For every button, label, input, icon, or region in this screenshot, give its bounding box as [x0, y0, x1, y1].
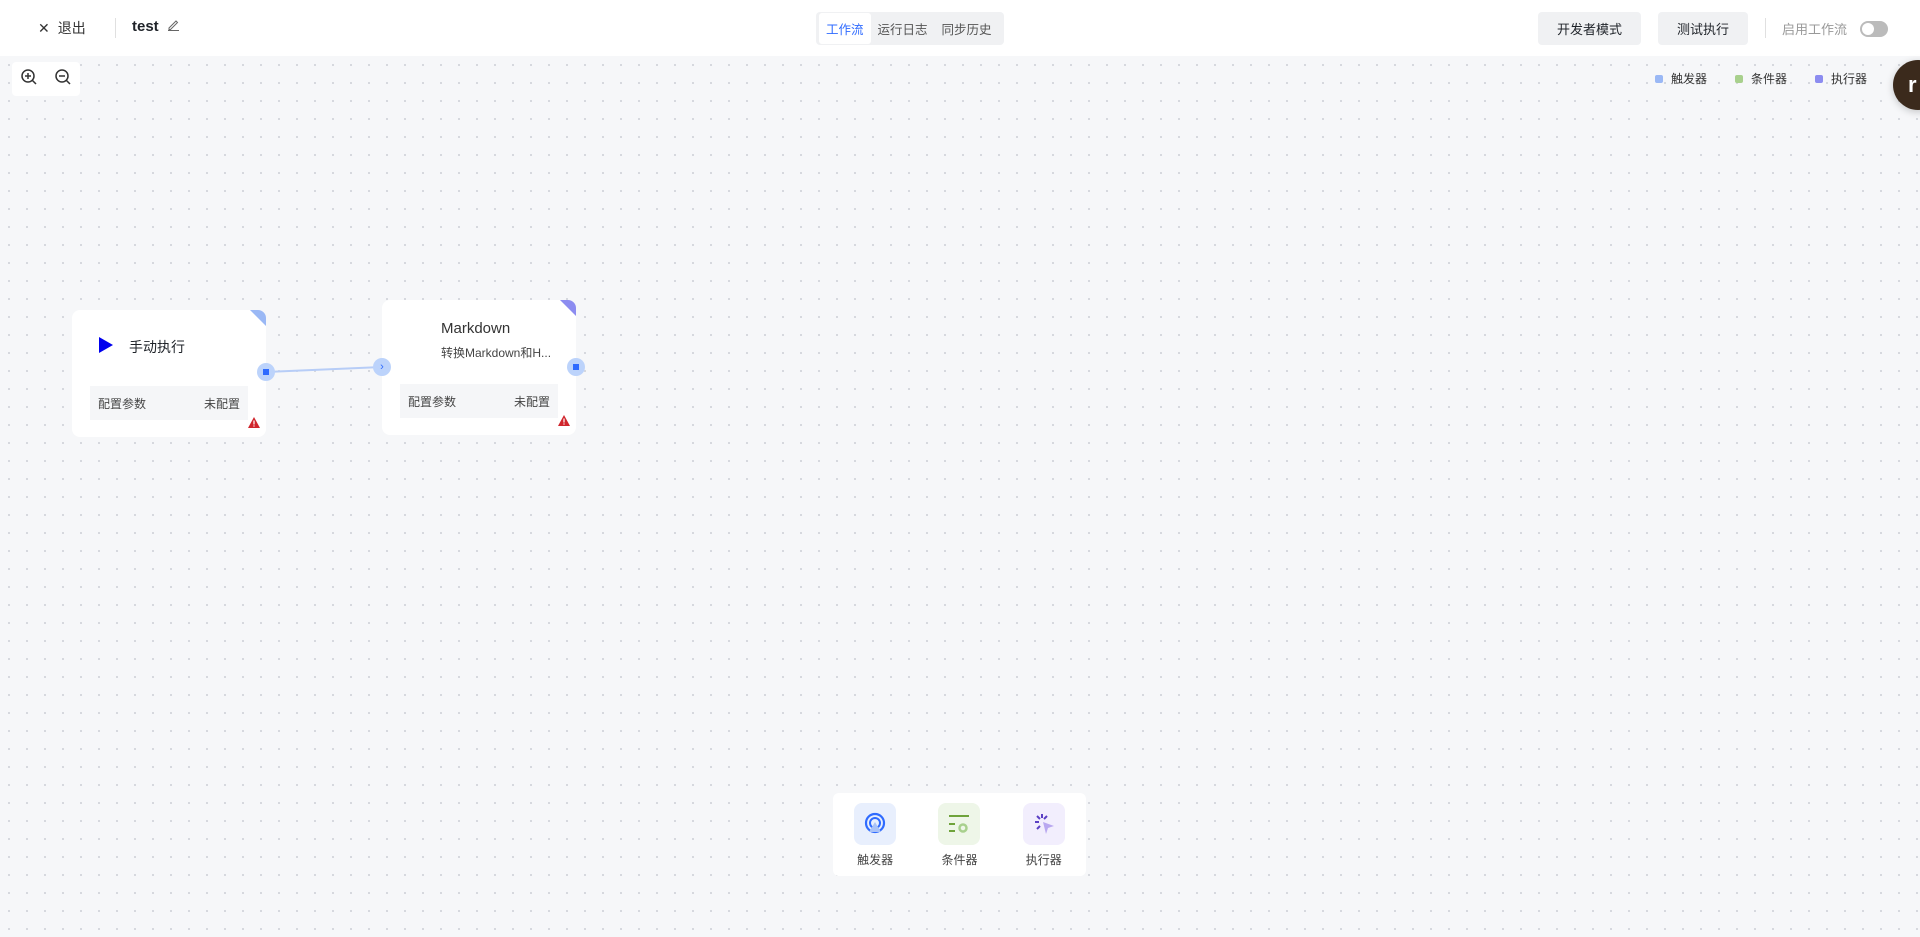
- divider: [115, 18, 116, 38]
- node-type-corner: [560, 300, 576, 316]
- status-text: 未配置: [203, 396, 240, 411]
- divider: [1765, 18, 1766, 38]
- header: ✕ 退出 test 工作流 运行日志 同步历史 开发者模式 测试执行 启用工作流: [0, 0, 1920, 56]
- workflow-title: test: [132, 18, 180, 35]
- enable-workflow-toggle[interactable]: [1860, 21, 1888, 37]
- input-port[interactable]: ›: [373, 358, 391, 376]
- output-port[interactable]: [567, 358, 585, 376]
- legend-condition: 条件器: [1735, 70, 1787, 87]
- node-params[interactable]: 配置参数 未配置: [400, 384, 558, 418]
- play-icon: [98, 336, 114, 359]
- exit-button[interactable]: ✕ 退出: [38, 18, 86, 38]
- zoom-controls: [12, 62, 80, 96]
- condition-icon: [938, 803, 981, 845]
- tab-workflow[interactable]: 工作流: [819, 13, 871, 44]
- node-manual-trigger[interactable]: 手动执行 配置参数 未配置: [72, 310, 266, 437]
- node-title: 手动执行: [129, 339, 185, 355]
- output-port[interactable]: [257, 363, 275, 381]
- palette-trigger[interactable]: 触发器: [854, 803, 897, 876]
- trigger-icon: [854, 803, 897, 845]
- status-text: 未配置: [513, 394, 550, 409]
- node-palette: 触发器 条件器 执行器: [833, 793, 1086, 876]
- zoom-out-icon[interactable]: [54, 68, 72, 91]
- developer-mode-button[interactable]: 开发者模式: [1538, 12, 1641, 45]
- legend-trigger: 触发器: [1655, 70, 1707, 87]
- legend: 触发器 条件器 执行器: [1655, 70, 1867, 87]
- node-title: Markdown: [441, 320, 511, 337]
- warning-icon: [248, 415, 260, 433]
- legend-executor: 执行器: [1815, 70, 1867, 87]
- title-text: test: [132, 18, 159, 35]
- zoom-in-icon[interactable]: [20, 68, 38, 91]
- warning-icon: [558, 413, 570, 431]
- workflow-canvas[interactable]: [0, 56, 1920, 937]
- test-run-button[interactable]: 测试执行: [1658, 12, 1748, 45]
- close-icon: ✕: [38, 19, 50, 36]
- palette-condition[interactable]: 条件器: [938, 803, 981, 876]
- palette-executor[interactable]: 执行器: [1022, 803, 1065, 876]
- tab-sync-history[interactable]: 同步历史: [941, 23, 992, 37]
- enable-label: 启用工作流: [1782, 22, 1848, 37]
- node-type-corner: [250, 310, 266, 326]
- executor-icon: [1022, 803, 1065, 845]
- tab-run-log[interactable]: 运行日志: [877, 23, 928, 37]
- edit-icon[interactable]: [167, 18, 180, 35]
- node-subtitle: 转换Markdown和H...: [441, 346, 552, 360]
- node-markdown[interactable]: Markdown 转换Markdown和H... 配置参数 未配置: [382, 300, 576, 435]
- exit-label: 退出: [57, 20, 86, 36]
- node-params[interactable]: 配置参数 未配置: [90, 386, 248, 420]
- view-tabs: 工作流 运行日志 同步历史: [816, 12, 1004, 45]
